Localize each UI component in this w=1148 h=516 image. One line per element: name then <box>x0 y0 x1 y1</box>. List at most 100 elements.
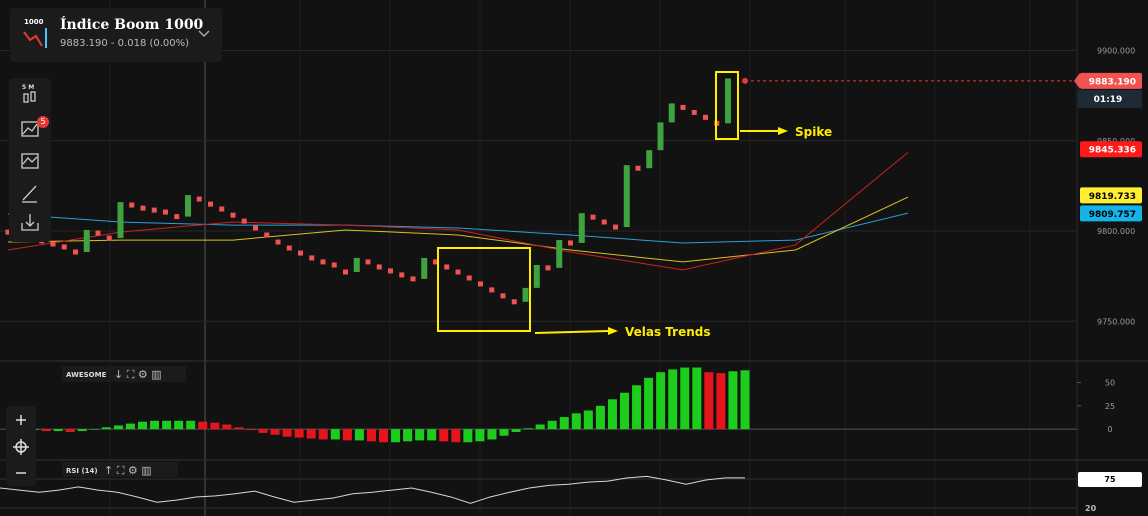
ao-bar <box>306 429 316 439</box>
candle-down <box>601 219 607 225</box>
annotation-box <box>715 71 739 140</box>
ao-bar <box>499 429 509 436</box>
ao-bar <box>270 429 280 435</box>
ao-bar <box>65 429 75 432</box>
indicator-tools[interactable]: ↓ ⛶ ⚙ ▥ <box>114 368 162 381</box>
ao-bar <box>535 424 545 430</box>
candle-up <box>646 150 653 169</box>
ao-bar <box>523 428 533 430</box>
candle-down <box>230 212 236 218</box>
candle-down <box>298 250 303 256</box>
candle-down <box>73 249 78 255</box>
candle-up <box>522 287 529 302</box>
ao-bar <box>391 429 401 443</box>
candle-down <box>163 209 168 215</box>
ao-bar <box>162 420 172 430</box>
candle-down <box>489 287 495 293</box>
candle-down <box>444 264 450 270</box>
ao-bar <box>330 429 340 440</box>
candle-up <box>421 257 428 279</box>
ao-bar <box>668 369 678 430</box>
ao-bar <box>150 420 160 430</box>
ao-bar <box>379 429 388 443</box>
annotation-arrowhead <box>778 127 788 135</box>
moving-average <box>7 212 909 244</box>
ao-bar <box>186 420 196 430</box>
ao-bar <box>258 429 268 433</box>
ao-bar <box>463 429 473 443</box>
ao-bar <box>656 372 666 430</box>
ao-bar <box>704 372 714 430</box>
moving-average <box>7 196 909 263</box>
candle-down <box>680 104 686 110</box>
candle-up <box>623 165 630 228</box>
candle-up <box>556 240 563 268</box>
ao-bar <box>451 429 461 443</box>
ao-bar <box>318 429 328 440</box>
ao-bar <box>680 367 690 430</box>
candle-down <box>399 272 405 278</box>
y-tick-label: 9750.000 <box>1097 317 1135 326</box>
candle-down <box>635 165 641 171</box>
candle-down <box>275 239 281 245</box>
candle-down <box>388 268 393 274</box>
ao-bar <box>210 422 220 430</box>
candle-down <box>478 281 483 287</box>
annotation: Spike <box>795 125 832 139</box>
price-tag <box>1080 205 1142 222</box>
candle-down <box>196 196 202 202</box>
indicator-badge: 5 <box>37 116 49 128</box>
ao-bar <box>439 429 449 442</box>
ao-bar <box>222 424 232 430</box>
ao-bar <box>547 420 557 430</box>
ao-bar <box>41 429 51 432</box>
timeframe[interactable]: 5 M <box>22 84 35 91</box>
price-tag <box>1080 72 1142 89</box>
candle-down <box>703 114 708 120</box>
ao-bar <box>415 429 425 441</box>
candle-down <box>208 201 213 207</box>
candle-down <box>365 259 371 265</box>
annotation-box <box>437 247 531 332</box>
ao-bar <box>583 410 593 430</box>
ao-bar <box>113 425 123 430</box>
ao-bar <box>366 429 376 442</box>
ao-bar <box>138 421 147 430</box>
ao-bar <box>571 413 581 430</box>
candle-down <box>455 269 461 275</box>
ao-bar <box>174 420 184 430</box>
candle-down <box>466 275 472 281</box>
candle-down <box>568 240 573 246</box>
candle-down <box>410 276 416 282</box>
zoom-icons[interactable] <box>6 406 36 486</box>
ao-bar <box>632 385 642 430</box>
candle-up <box>578 213 585 243</box>
y-tick-label: 0 <box>1107 425 1112 434</box>
symbol-header[interactable]: 1000 Índice Boom 1000 9883.190 - 0.018 (… <box>10 8 222 62</box>
ao-bar <box>692 367 702 430</box>
candle-down <box>309 255 315 261</box>
candle-down <box>376 264 382 270</box>
candle-down <box>590 214 596 220</box>
ao-bar <box>89 429 99 430</box>
rsi-box <box>1078 471 1142 487</box>
ao-bar <box>740 370 750 430</box>
ao-bar <box>101 427 111 430</box>
ao-bar <box>53 429 63 432</box>
y-tick-label: 20 <box>1085 504 1097 513</box>
candle-down <box>613 224 618 230</box>
ao-bar <box>77 429 87 432</box>
annotation-arrow <box>534 330 609 334</box>
candle-up <box>83 229 90 252</box>
candle-up <box>533 264 540 288</box>
price-tag <box>1080 187 1142 204</box>
ao-bar <box>246 429 256 431</box>
candle-down <box>106 235 112 241</box>
symbol-icon <box>23 28 47 48</box>
candle-down <box>500 293 506 299</box>
symbol-title: Índice Boom 1000 <box>60 17 204 33</box>
candle-down <box>433 259 438 265</box>
indicator-tools[interactable]: ↑ ⛶ ⚙ ▥ <box>104 464 152 477</box>
indicator-label-box <box>62 366 186 382</box>
candle-up <box>117 202 124 239</box>
